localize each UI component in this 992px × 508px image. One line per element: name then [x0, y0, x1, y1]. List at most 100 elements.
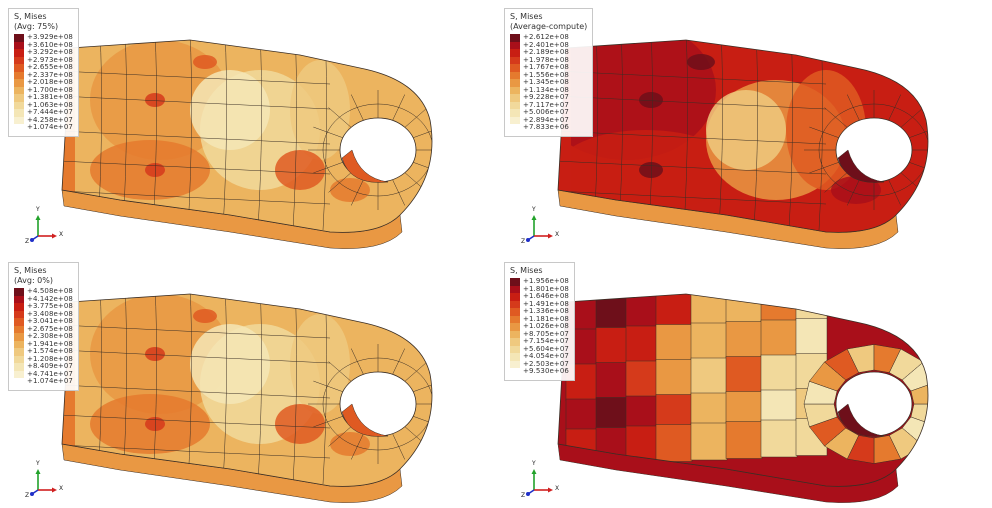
legend-row: +9.228e+07	[510, 93, 587, 102]
legend-row: +8.705e+07	[510, 330, 569, 338]
legend-value: +1.134e+08	[523, 85, 569, 94]
hole-inner-wall	[837, 403, 885, 437]
legend-swatch	[14, 325, 24, 333]
legend-value: +1.345e+08	[523, 78, 569, 86]
legend-rows: +3.929e+08 +3.610e+08 +3.292e+08 +2.973e+08…	[14, 33, 73, 132]
legend-row: +3.041e+08	[14, 317, 73, 326]
legend-value: +1.941e+08	[27, 339, 73, 348]
legend-value: +9.530e+06	[523, 367, 569, 375]
legend-row: +1.345e+08	[510, 78, 587, 87]
legend-value: +3.610e+08	[27, 40, 73, 49]
triad-z-label: Z	[25, 238, 30, 245]
legend-row: +1.574e+08	[14, 347, 73, 356]
legend-row: +3.610e+08	[14, 40, 73, 49]
legend-subtitle: (Average-compute)	[510, 22, 588, 31]
legend-row: +2.894e+07	[510, 115, 587, 124]
legend-swatch	[510, 338, 520, 346]
contour-plot[interactable]	[496, 254, 992, 508]
viewport-bottom-left[interactable]: S, Mises (Avg: 0%) +4.508e+08 +4.142e+08 +…	[0, 254, 496, 508]
contour-legend: S, Mises (Average-compute) +2.612e+08 +2.…	[504, 8, 594, 137]
legend-row: +1.181e+08	[510, 315, 569, 323]
legend-row: +2.018e+08	[14, 78, 73, 87]
legend-row: +2.308e+08	[14, 332, 73, 341]
legend-value: +4.741e+07	[27, 369, 73, 378]
legend-swatch	[14, 79, 24, 87]
legend-swatch	[14, 310, 24, 318]
legend-swatch	[510, 368, 520, 376]
legend-value: +2.894e+07	[523, 115, 569, 124]
legend-row: +5.006e+07	[510, 108, 587, 117]
legend-value: +4.508e+08	[27, 287, 73, 295]
legend-value: +1.700e+08	[27, 85, 73, 94]
legend-value: +1.491e+08	[523, 299, 569, 308]
legend-value: +9.228e+07	[523, 93, 569, 101]
triad-y-label: Y	[532, 206, 536, 213]
legend-swatch	[510, 49, 520, 57]
viewport-top-left[interactable]: S, Mises (Avg: 75%) +3.929e+08 +3.610e+08…	[0, 0, 496, 254]
legend-row: +1.074e+07	[14, 377, 73, 386]
viewport-top-right[interactable]: S, Mises (Average-compute) +2.612e+08 +2.…	[496, 0, 992, 254]
legend-value: +2.401e+08	[523, 40, 569, 49]
legend-value: +7.154e+07	[523, 337, 569, 345]
legend-swatch	[510, 345, 520, 353]
legend-value: +1.574e+08	[27, 347, 73, 355]
legend-row: +2.675e+08	[14, 324, 73, 333]
contour-plot[interactable]	[0, 0, 496, 254]
axis-triad-icon: Y X Z	[25, 460, 68, 500]
legend-value: +7.117e+07	[523, 100, 569, 109]
triad-z-label: Z	[25, 492, 30, 499]
legend-value: +1.556e+08	[523, 70, 569, 79]
legend-row: +1.336e+08	[510, 307, 569, 316]
legend-title: S, Mises	[510, 12, 543, 21]
legend-swatch	[510, 300, 520, 308]
legend-swatch	[510, 56, 520, 64]
triad-z-label: Z	[521, 492, 526, 499]
legend-swatch	[510, 116, 520, 124]
legend-row: +5.604e+07	[510, 345, 569, 353]
legend-swatch	[14, 101, 24, 109]
triad-x-label: X	[59, 231, 64, 238]
legend-row: +1.134e+08	[510, 85, 587, 94]
legend-value: +1.026e+08	[523, 322, 569, 330]
legend-value: +4.142e+08	[27, 294, 73, 303]
legend-swatch	[510, 86, 520, 94]
legend-value: +2.675e+08	[27, 324, 73, 333]
legend-value: +1.646e+08	[523, 292, 569, 300]
legend-row: +2.973e+08	[14, 56, 73, 64]
legend-rows: +2.612e+08 +2.401e+08 +2.189e+08 +1.978e+08…	[510, 33, 587, 132]
legend-row: +7.117e+07	[510, 100, 587, 109]
axis-triad-icon: Y X Z	[521, 206, 564, 246]
legend-row: +1.646e+08	[510, 292, 569, 301]
legend-swatch	[510, 315, 520, 323]
legend-value: +2.308e+08	[27, 332, 73, 340]
legend-value: +3.775e+08	[27, 302, 73, 310]
legend-swatch	[14, 86, 24, 94]
legend-value: +1.208e+08	[27, 354, 73, 363]
legend-row: +2.401e+08	[510, 40, 587, 49]
viewport-bottom-right[interactable]: S, Mises +1.956e+08 +1.801e+08 +1.646e+08 +…	[496, 254, 992, 508]
legend-value: +2.503e+07	[523, 359, 569, 368]
legend-value: +2.337e+08	[27, 70, 73, 79]
contour-plot[interactable]	[496, 0, 992, 254]
legend-swatch	[510, 330, 520, 338]
triad-y-label: Y	[36, 206, 40, 213]
contour-legend: S, Mises (Avg: 75%) +3.929e+08 +3.610e+08…	[8, 8, 79, 137]
hole-inner-wall	[341, 149, 389, 183]
legend-value: +4.054e+07	[523, 352, 569, 360]
legend-rows: +1.956e+08 +1.801e+08 +1.646e+08 +1.491e+08…	[510, 277, 569, 376]
legend-value: +1.978e+08	[523, 55, 569, 64]
triad-y-label: Y	[532, 460, 536, 467]
legend-swatch	[14, 64, 24, 72]
legend-row: +1.956e+08	[510, 277, 569, 286]
legend-value: +3.408e+08	[27, 309, 73, 318]
legend-swatch	[510, 34, 520, 42]
contour-plot[interactable]	[0, 254, 496, 508]
legend-swatch	[14, 355, 24, 363]
legend-row: +3.775e+08	[14, 302, 73, 311]
legend-row: +3.929e+08	[14, 33, 73, 42]
legend-swatch	[14, 348, 24, 356]
legend-row: +4.508e+08	[14, 287, 73, 296]
legend-row: +1.801e+08	[510, 285, 569, 293]
legend-swatch	[14, 363, 24, 371]
legend-swatch	[510, 360, 520, 368]
